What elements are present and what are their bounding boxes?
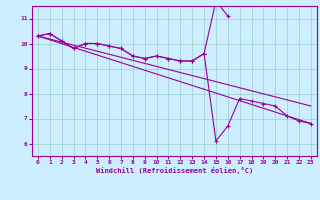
- X-axis label: Windchill (Refroidissement éolien,°C): Windchill (Refroidissement éolien,°C): [96, 167, 253, 174]
